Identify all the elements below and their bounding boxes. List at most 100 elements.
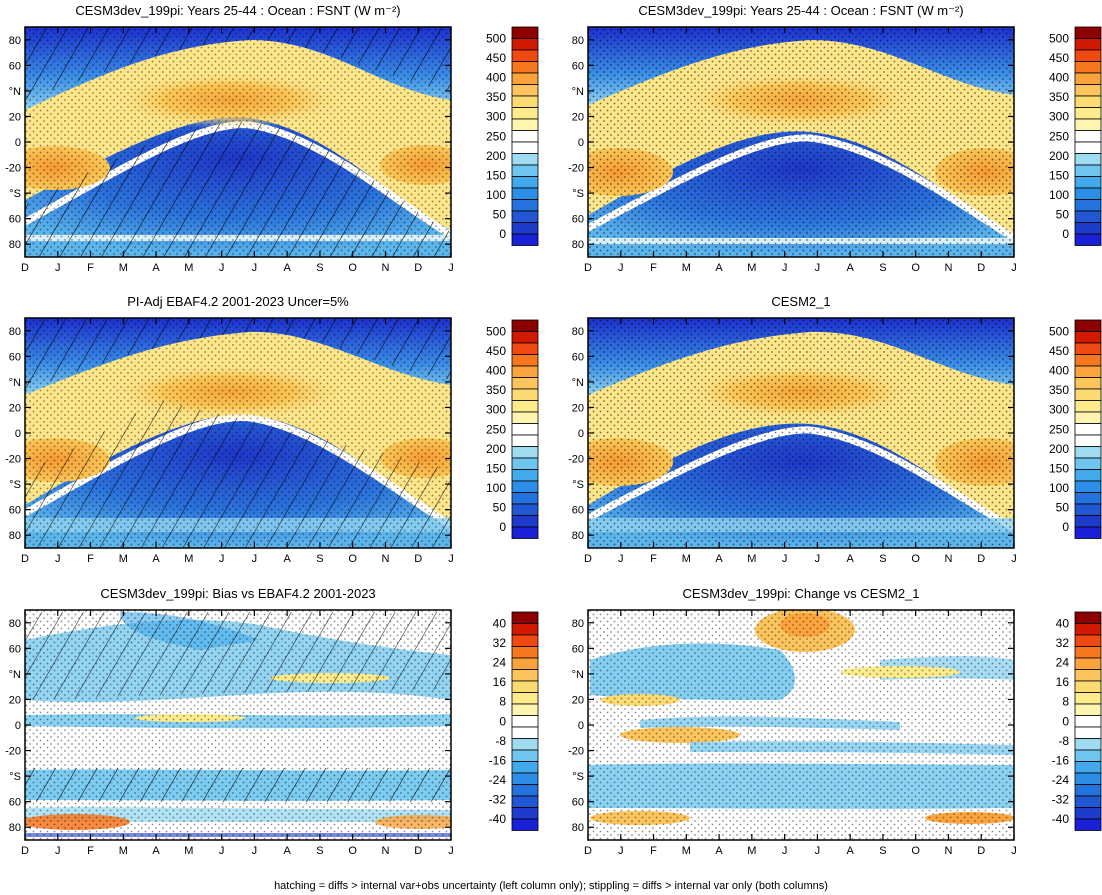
colorbar-label: 300 <box>486 110 506 124</box>
colorbar-swatch <box>1074 72 1102 85</box>
colorbar-swatch <box>511 657 539 670</box>
month-tick-label: F <box>650 262 657 274</box>
month-tick-label: N <box>381 262 389 274</box>
panel-3: PI-Adj EBAF4.2 2001-2023 Uncer=5% 80 60 °N… <box>5 294 454 565</box>
colorbar-swatch <box>1074 388 1102 401</box>
month-tick-label: J <box>815 262 821 274</box>
colorbar-label: 24 <box>493 656 507 670</box>
month-tick-label: O <box>911 553 920 565</box>
month-tick-label: J <box>782 262 788 274</box>
lat-tick-label: °N <box>572 86 584 98</box>
colorbar-swatch <box>511 795 539 808</box>
colorbar-swatch <box>1074 526 1102 539</box>
colorbar-swatch <box>1074 446 1102 459</box>
colorbar-swatch <box>1074 38 1102 51</box>
colorbar-swatch <box>1074 411 1102 424</box>
month-tick-label: D <box>21 845 29 857</box>
colorbar-label: 350 <box>486 90 506 104</box>
colorbar-swatch <box>511 738 539 751</box>
month-tick-label: M <box>119 845 128 857</box>
colorbar-swatch <box>1074 646 1102 659</box>
colorbar-label: 450 <box>1049 51 1069 65</box>
colorbar-swatch <box>511 388 539 401</box>
colorbar-swatch <box>1074 611 1102 624</box>
month-tick-label: S <box>879 845 886 857</box>
month-tick-label: F <box>87 845 94 857</box>
colorbar-label: 0 <box>1062 520 1069 534</box>
month-tick-label: J <box>1011 262 1017 274</box>
lat-tick-label: °S <box>572 188 584 200</box>
colorbar-label: -24 <box>1052 773 1070 787</box>
month-tick-label: M <box>682 845 691 857</box>
colorbar-swatch <box>1074 703 1102 716</box>
colorbar-label: 350 <box>1049 383 1069 397</box>
colorbar-swatch <box>511 72 539 85</box>
colorbar-swatch <box>1074 715 1102 728</box>
colorbar-label: 32 <box>1056 636 1070 650</box>
month-tick-label: J <box>252 553 258 565</box>
month-tick-label: S <box>316 262 323 274</box>
month-tick-label: M <box>119 262 128 274</box>
colorbar-label: 500 <box>486 325 506 339</box>
colorbar-swatch <box>1074 187 1102 200</box>
colorbar-swatch <box>511 233 539 246</box>
colorbar-swatch <box>511 118 539 131</box>
month-tick-label: O <box>911 262 920 274</box>
colorbar-swatch <box>1074 738 1102 751</box>
colorbar-label: 100 <box>1049 481 1069 495</box>
colorbar-label: 8 <box>1062 695 1069 709</box>
lat-tick-label: 80 <box>572 35 584 47</box>
colorbar-label: 350 <box>1049 90 1069 104</box>
month-tick-label: S <box>316 845 323 857</box>
lat-tick-label: °N <box>9 86 21 98</box>
colorbar-label: 200 <box>1049 149 1069 163</box>
month-tick-label: M <box>747 845 756 857</box>
colorbar-swatch <box>511 434 539 447</box>
colorbar-label: -40 <box>489 812 507 826</box>
month-tick-label: A <box>846 262 854 274</box>
colorbar-label: 0 <box>499 227 506 241</box>
colorbar-swatch <box>511 818 539 831</box>
colorbar-swatch <box>511 49 539 62</box>
colorbar-swatch <box>1074 130 1102 143</box>
colorbar-label: 16 <box>1056 675 1070 689</box>
colorbar-label: 16 <box>493 675 507 689</box>
month-tick-label: M <box>184 553 193 565</box>
colorbar-label: 250 <box>486 422 506 436</box>
colorbar-swatch <box>1074 84 1102 97</box>
colorbar-swatch <box>1074 319 1102 332</box>
month-tick-label: J <box>618 262 624 274</box>
month-tick-label: J <box>618 553 624 565</box>
panel-5-field <box>25 610 451 840</box>
month-tick-label: A <box>152 553 160 565</box>
lat-tick-label: 80 <box>572 530 584 542</box>
colorbar-swatch <box>1074 469 1102 482</box>
lat-tick-label: 60 <box>572 60 584 72</box>
lat-tick-label: 20 <box>9 694 21 706</box>
colorbar-label: -32 <box>489 792 507 806</box>
colorbar-swatch <box>511 377 539 390</box>
lat-tick-label: 0 <box>15 428 21 440</box>
month-tick-label: D <box>414 845 422 857</box>
lat-tick-label: 60 <box>572 643 584 655</box>
colorbar-label: 50 <box>1056 207 1070 221</box>
colorbar-swatch <box>511 411 539 424</box>
colorbar-label: 24 <box>1056 656 1070 670</box>
colorbar-label: 300 <box>1049 403 1069 417</box>
colorbar-swatch <box>1074 503 1102 516</box>
colorbar-label: 400 <box>1049 364 1069 378</box>
month-tick-label: J <box>448 845 454 857</box>
colorbar-swatch <box>511 38 539 51</box>
colorbar-label: 150 <box>486 168 506 182</box>
lat-tick-label: 80 <box>9 35 21 47</box>
colorbar-label: -8 <box>495 734 506 748</box>
colorbar-swatch <box>511 646 539 659</box>
lat-tick-label: 80 <box>9 326 21 338</box>
month-tick-label: M <box>682 262 691 274</box>
lat-tick-label: 80 <box>572 326 584 338</box>
colorbar-swatch <box>1074 61 1102 74</box>
month-tick-label: A <box>715 262 723 274</box>
month-tick-label: S <box>879 262 886 274</box>
